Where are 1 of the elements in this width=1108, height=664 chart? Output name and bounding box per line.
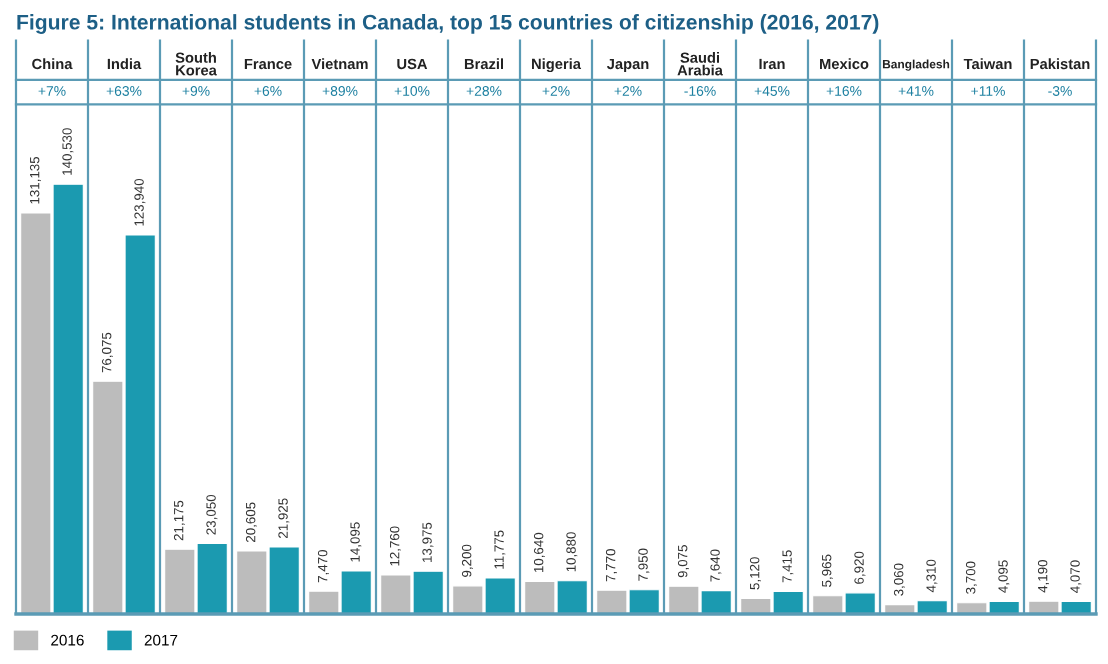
chart-title: Figure 5: International students in Canada, top 15 countries of citizenship (2016, 2017) [17,14,879,34]
